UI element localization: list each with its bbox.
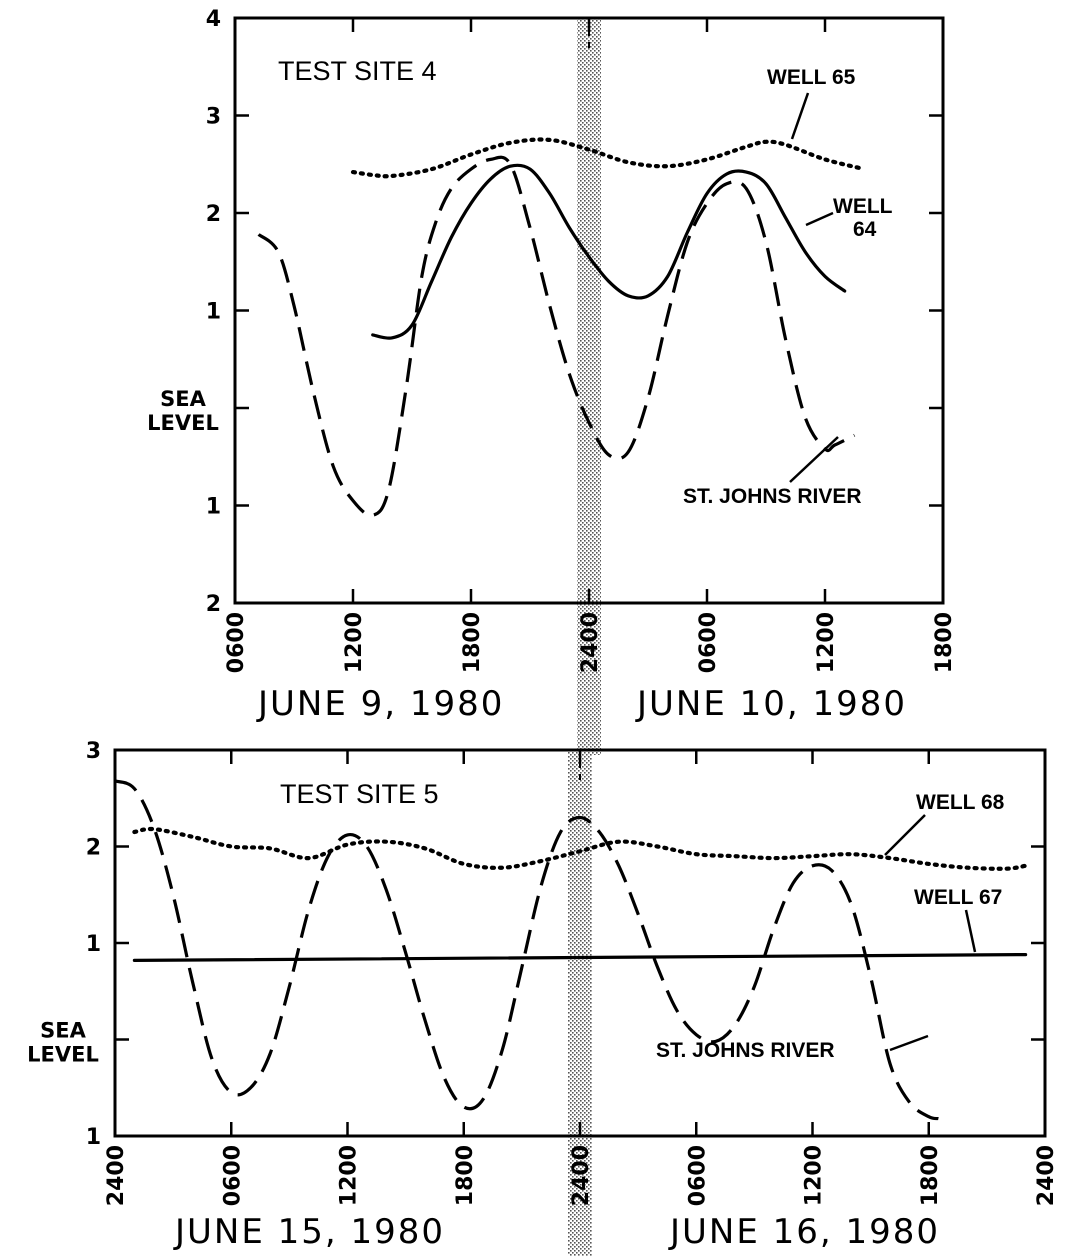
x-tick-label: 1200 (802, 1145, 827, 1206)
y-tick-label: 3 (86, 739, 101, 764)
y-sea-level-label: LEVEL (27, 1043, 99, 1067)
y-tick-label: 2 (206, 592, 221, 617)
y-tick-label: 1 (86, 932, 101, 957)
x-tick-label: 0600 (696, 612, 721, 673)
x-tick-label: 1800 (918, 1145, 943, 1206)
annotation-well-67-label: WELL 67 (914, 886, 1002, 909)
annotation-st-johns-river-2: ST. JOHNS RIVER (656, 1034, 929, 1062)
x-tick-label: 1800 (453, 1145, 478, 1206)
x-tick-label: 2400 (569, 1145, 594, 1206)
annotation-well-68-label: WELL 68 (916, 791, 1005, 814)
y-tick-label: 1 (206, 495, 221, 520)
annotation-well-67: WELL 67 (914, 886, 1002, 953)
x-ticks: 0600 1200 1800 2400 0600 1200 1800 (224, 18, 957, 673)
series-well-68 (132, 826, 1028, 871)
x-tick-label: 2400 (578, 612, 603, 673)
x-tick-label: 1200 (337, 1145, 362, 1206)
x-date-label-left: JUNE 9, 1980 (256, 684, 504, 724)
y-tick-label: 2 (86, 836, 101, 861)
y-sea-level-label: LEVEL (147, 411, 219, 435)
y-tick-label: 4 (206, 7, 221, 32)
chart-title: TEST SITE 5 (280, 779, 439, 809)
annotation-river-label: ST. JOHNS RIVER (656, 1039, 835, 1062)
midnight-band (568, 750, 592, 1256)
x-tick-label: 1800 (460, 612, 485, 673)
annotation-st-johns-river-1: ST. JOHNS RIVER (683, 436, 862, 508)
x-tick-label: 1800 (932, 612, 957, 673)
x-tick-label: 1200 (814, 612, 839, 673)
y-tick-label: 2 (206, 202, 221, 227)
x-tick-label: 0600 (224, 612, 249, 673)
y-tick-label: 3 (206, 105, 221, 130)
x-tick-label: 2400 (1034, 1145, 1059, 1206)
x-date-label-right: JUNE 16, 1980 (668, 1212, 940, 1252)
x-date-label-right: JUNE 10, 1980 (635, 684, 907, 724)
annotation-well-68: WELL 68 (884, 791, 1005, 856)
chart-test-site-5: 2400 0600 1200 1800 2400 0600 1200 1800 2400 3 2 1… (27, 739, 1059, 1256)
series-st-johns-river (114, 779, 939, 1121)
series-st-johns-river (257, 155, 856, 518)
chart-test-site-4: 0600 1200 1800 2400 0600 1200 1800 4 3 2 1 SEALEVE… (147, 7, 957, 755)
x-tick-label: 0600 (220, 1145, 245, 1206)
annotation-river-label: ST. JOHNS RIVER (683, 485, 862, 508)
x-ticks: 2400 0600 1200 1800 2400 0600 1200 1800 2400 (104, 750, 1059, 1206)
x-tick-label: 1200 (342, 612, 367, 673)
annotation-well-65-label: WELL 65 (767, 66, 856, 89)
y-sea-level-label: SEA (160, 387, 206, 411)
y-sea-level-label: SEA (40, 1019, 86, 1043)
annotation-well-64: WELL 64 (805, 195, 893, 241)
series-well-64 (371, 163, 847, 340)
series-layer (257, 137, 867, 518)
chart-title: TEST SITE 4 (278, 56, 437, 86)
series-well-65 (350, 137, 867, 179)
annotation-well-64-label-1: WELL (833, 195, 893, 218)
x-tick-label: 0600 (685, 1145, 710, 1206)
annotation-well-64-label-2: 64 (853, 218, 877, 241)
series-layer (114, 779, 1028, 1121)
series-well-67 (132, 953, 1028, 962)
x-tick-label: 2400 (104, 1145, 129, 1206)
x-date-label-left: JUNE 15, 1980 (173, 1212, 445, 1252)
midnight-band (577, 18, 601, 755)
annotation-well-65: WELL 65 (767, 66, 856, 140)
y-tick-label: 1 (86, 1125, 101, 1150)
y-tick-label: 1 (206, 300, 221, 325)
